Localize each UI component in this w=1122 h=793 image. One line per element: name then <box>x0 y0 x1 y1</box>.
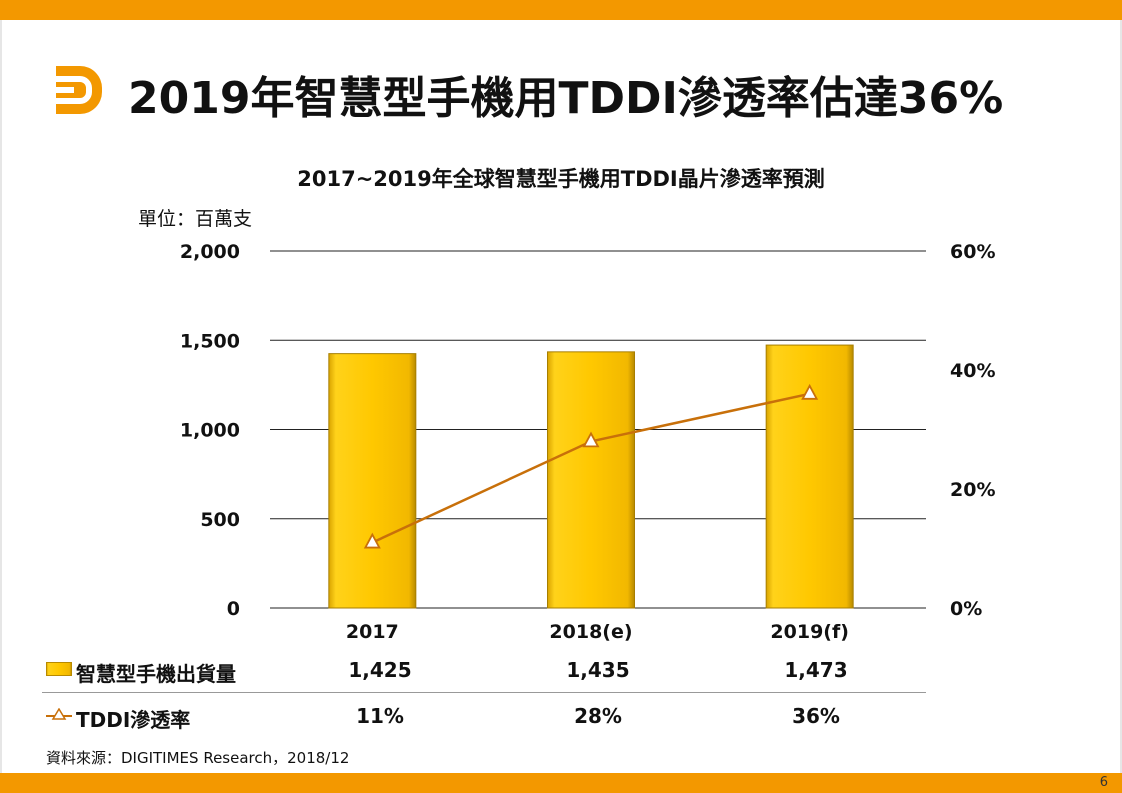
bar <box>547 351 635 609</box>
y-right-tick-label: 0% <box>950 598 982 620</box>
right-frame-line <box>1120 20 1122 773</box>
y-right-tick-label: 20% <box>950 479 995 501</box>
x-tick-label: 2018(e) <box>549 621 632 643</box>
source-note: 資料來源：DIGITIMES Research，2018/12 <box>46 749 350 767</box>
page-number: 6 <box>1099 775 1108 790</box>
y-right-tick-label: 40% <box>950 360 995 382</box>
page-title: 2019年智慧型手機用TDDI滲透率估達36% <box>128 73 1004 124</box>
unit-label: 單位：百萬支 <box>138 208 253 230</box>
legend-label-shipments: 智慧型手機出貨量 <box>76 662 236 686</box>
line-point-marker <box>801 383 819 400</box>
line-point-marker <box>363 532 381 549</box>
table-cell-shipments-2018: 1,435 <box>566 658 630 682</box>
line-legend-swatch-icon <box>46 708 72 720</box>
y-left-tick-label: 2,000 <box>180 241 240 263</box>
table-cell-shipments-2017: 1,425 <box>348 658 412 682</box>
y-left-tick-label: 1,000 <box>180 420 240 442</box>
y-right-tick-label: 60% <box>950 241 995 263</box>
left-frame-line <box>0 20 2 773</box>
bottom-accent-bar <box>0 773 1122 793</box>
table-cell-penetration-2017: 11% <box>356 704 404 728</box>
legend-row-shipments: 智慧型手機出貨量 1,425 1,435 1,473 <box>42 652 926 693</box>
digitimes-logo-icon <box>50 66 102 114</box>
x-tick-label: 2019(f) <box>770 621 849 643</box>
legend-row-penetration: TDDI滲透率 11% 28% 36% <box>42 698 926 738</box>
bar <box>328 353 417 609</box>
line-point-marker <box>582 431 600 448</box>
table-cell-penetration-2019: 36% <box>792 704 840 728</box>
table-cell-penetration-2018: 28% <box>574 704 622 728</box>
y-left-tick-label: 1,500 <box>180 330 240 352</box>
chart-title: 2017~2019年全球智慧型手機用TDDI晶片滲透率預測 <box>297 167 825 191</box>
legend-label-penetration: TDDI滲透率 <box>76 708 191 732</box>
table-cell-shipments-2019: 1,473 <box>784 658 848 682</box>
x-tick-label: 2017 <box>346 621 399 643</box>
bar-legend-swatch-icon <box>46 662 72 676</box>
y-left-tick-label: 500 <box>200 509 240 531</box>
top-accent-bar <box>0 0 1122 20</box>
chart-canvas: 0 500 1,000 1,500 2,000 0% 20% 40% 60% 2017 2018(e… <box>180 241 996 643</box>
y-left-tick-label: 0 <box>227 598 240 620</box>
